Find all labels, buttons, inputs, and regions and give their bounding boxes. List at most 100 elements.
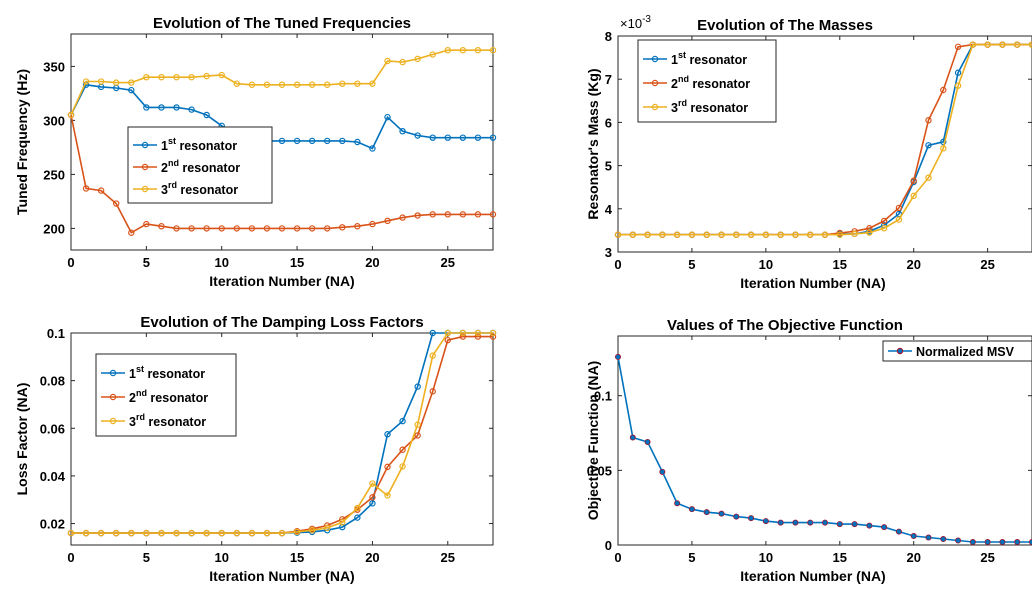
data-point — [999, 41, 1006, 48]
legend-marker — [141, 163, 149, 171]
x-tick-label: 20 — [906, 550, 920, 565]
legend-label: 2nd resonator — [671, 74, 750, 91]
data-point — [113, 79, 120, 86]
y-axis-label: Loss Factor (NA) — [14, 383, 30, 496]
data-point — [67, 529, 75, 537]
legend-superscript: st — [678, 50, 686, 60]
data-point — [399, 463, 406, 470]
data-point — [218, 71, 225, 79]
data-point — [369, 500, 376, 507]
x-axis-label: Iteration Number (NA) — [209, 273, 354, 289]
data-point — [659, 468, 666, 475]
data-point — [474, 47, 482, 54]
data-point — [703, 509, 710, 516]
x-tick-label: 15 — [833, 550, 847, 565]
data-point — [173, 104, 180, 111]
x-tick-label: 25 — [980, 257, 994, 272]
data-point — [955, 537, 962, 544]
data-point — [173, 225, 180, 232]
axis-exponent-label: ×10-3 — [620, 14, 651, 31]
data-point — [615, 353, 622, 360]
legend-label: 3rd resonator — [129, 412, 206, 429]
legend-box — [95, 353, 237, 437]
data-point — [459, 47, 467, 54]
data-point — [866, 522, 873, 529]
data-point — [489, 134, 497, 141]
x-tick-label: 15 — [290, 255, 304, 270]
data-point — [173, 73, 180, 81]
data-point — [459, 134, 467, 141]
data-point — [414, 432, 421, 439]
data-point — [851, 521, 858, 528]
data-point — [263, 81, 271, 88]
legend-marker — [109, 393, 117, 401]
data-point — [444, 336, 451, 344]
data-point — [278, 529, 286, 537]
data-point — [688, 506, 695, 513]
data-point — [369, 494, 376, 501]
data-point — [143, 220, 150, 228]
data-point — [984, 41, 991, 48]
data-point — [925, 534, 932, 541]
data-point — [940, 86, 947, 94]
legend-suffix: resonator — [147, 391, 208, 405]
data-point — [97, 529, 105, 537]
data-point — [821, 231, 829, 238]
x-tick-label: 20 — [365, 255, 379, 270]
data-point — [188, 106, 195, 113]
data-point — [489, 333, 497, 340]
data-point — [324, 81, 331, 88]
data-point — [263, 529, 271, 537]
y-tick-label: 6 — [605, 115, 612, 130]
data-point — [97, 78, 105, 85]
plot-area — [617, 335, 1032, 546]
data-point — [293, 137, 301, 145]
legend-label: 3rd resonator — [161, 180, 238, 197]
data-point — [429, 329, 436, 337]
data-point — [293, 225, 301, 232]
data-point — [474, 211, 482, 218]
legend: 1st resonator 2nd resonator 3rd resonator — [95, 353, 237, 437]
data-point — [339, 519, 346, 526]
data-point — [128, 229, 135, 236]
legend-marker — [141, 185, 149, 193]
x-tick-label: 0 — [67, 550, 74, 565]
data-point — [792, 231, 799, 238]
x-tick-label: 10 — [759, 550, 773, 565]
data-point — [910, 177, 917, 184]
data-point — [399, 417, 406, 425]
data-point — [399, 446, 406, 453]
legend-superscript: rd — [678, 98, 687, 108]
data-point — [807, 231, 814, 238]
legend-suffix: resonator — [179, 161, 240, 175]
data-point — [354, 514, 361, 521]
data-point — [718, 231, 725, 238]
x-tick-label: 15 — [290, 550, 304, 565]
chart-title: Evolution of The Masses — [697, 17, 873, 34]
data-point — [128, 86, 135, 94]
data-point — [822, 519, 829, 526]
data-point — [1029, 539, 1032, 546]
y-tick-label: 5 — [605, 159, 612, 174]
data-point — [203, 72, 210, 80]
data-point — [644, 438, 651, 445]
y-tick-label: 0.06 — [40, 421, 65, 436]
y-tick-label: 7 — [605, 72, 612, 87]
data-point — [474, 134, 482, 141]
data-point — [308, 225, 316, 232]
data-point — [278, 137, 286, 145]
data-point — [718, 510, 725, 517]
data-point — [97, 187, 105, 194]
legend-superscript: st — [168, 136, 176, 146]
data-point — [954, 69, 962, 76]
x-tick-label: 10 — [759, 257, 773, 272]
x-tick-label: 5 — [143, 255, 150, 270]
data-point — [674, 500, 681, 507]
x-tick-label: 10 — [214, 255, 228, 270]
legend-label: 2nd resonator — [129, 388, 208, 405]
y-axis-label: Resonator's Mass (Kg) — [585, 68, 601, 219]
data-point — [459, 211, 467, 218]
data-point — [910, 192, 917, 200]
y-tick-label: 4 — [605, 202, 613, 217]
